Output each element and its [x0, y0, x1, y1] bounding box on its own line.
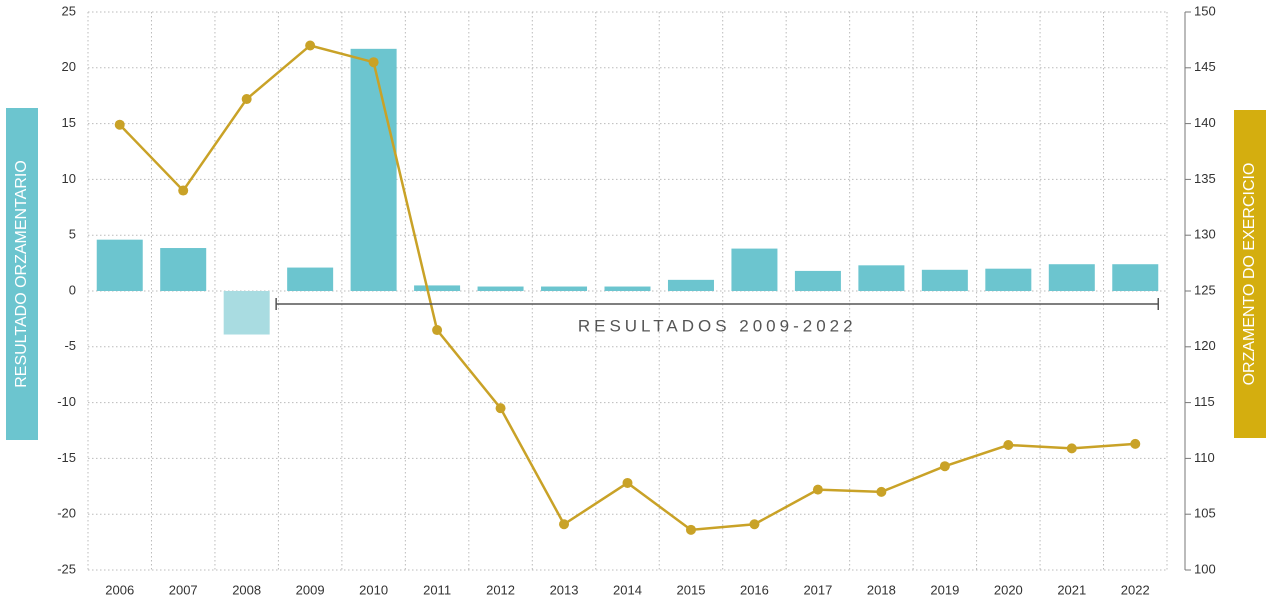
- point: [749, 519, 760, 530]
- point: [876, 486, 887, 497]
- bar: [414, 285, 461, 291]
- y-tick-label: -5: [64, 338, 76, 353]
- x-tick-label: 2019: [930, 582, 959, 597]
- y-tick-label: -10: [57, 394, 76, 409]
- y-tick-label: 10: [62, 171, 76, 186]
- bar: [667, 279, 714, 291]
- bar: [541, 286, 588, 291]
- point: [812, 484, 823, 495]
- point: [622, 477, 633, 488]
- point: [1003, 440, 1014, 451]
- y2-tick-label: 105: [1194, 506, 1216, 521]
- bar: [1048, 264, 1095, 291]
- point: [685, 524, 696, 535]
- x-tick-label: 2009: [296, 582, 325, 597]
- point: [1130, 438, 1141, 449]
- y-tick-label: 25: [62, 3, 76, 18]
- bar: [223, 291, 270, 335]
- x-tick-label: 2007: [169, 582, 198, 597]
- point: [241, 94, 252, 105]
- y-tick-label: 15: [62, 115, 76, 130]
- bar: [1112, 264, 1159, 291]
- y2-axis-label: ORZAMENTO DO EXERCICIO: [1241, 163, 1258, 386]
- y2-label-box: [1234, 110, 1266, 438]
- point: [939, 461, 950, 472]
- y2-tick-label: 110: [1194, 450, 1215, 465]
- x-tick-label: 2011: [423, 582, 451, 597]
- y2-tick-label: 115: [1194, 394, 1215, 409]
- x-tick-label: 2022: [1121, 582, 1150, 597]
- point: [1066, 443, 1077, 454]
- annotation: RESULTADOS 2009-2022: [578, 316, 857, 335]
- point: [559, 519, 570, 530]
- y2-tick-label: 150: [1194, 3, 1216, 18]
- bar: [604, 286, 651, 291]
- x-tick-label: 2021: [1057, 582, 1086, 597]
- bar: [287, 267, 334, 291]
- y-tick-label: -20: [57, 506, 76, 521]
- y2-tick-label: 135: [1194, 171, 1216, 186]
- point: [305, 40, 316, 51]
- x-tick-label: 2010: [359, 582, 388, 597]
- x-tick-label: 2017: [803, 582, 832, 597]
- bar: [350, 48, 397, 291]
- y-tick-label: 20: [62, 59, 76, 74]
- bar: [794, 270, 841, 291]
- x-tick-label: 2018: [867, 582, 896, 597]
- x-tick-label: 2012: [486, 582, 515, 597]
- y-tick-label: -15: [57, 450, 76, 465]
- bar: [921, 269, 968, 291]
- y2-tick-label: 130: [1194, 227, 1216, 242]
- bar: [160, 248, 207, 291]
- y2-tick-label: 125: [1194, 282, 1216, 297]
- y-tick-label: 5: [69, 227, 76, 242]
- point: [432, 325, 443, 336]
- point: [178, 185, 189, 196]
- x-tick-label: 2008: [232, 582, 261, 597]
- bar: [96, 239, 143, 291]
- point: [495, 403, 506, 414]
- y2-tick-label: 100: [1194, 561, 1216, 576]
- y-label-box: [6, 108, 38, 440]
- y2-tick-label: 120: [1194, 338, 1216, 353]
- y-axis-label: RESULTADO ORZAMENTARIO: [13, 160, 30, 388]
- y2-tick-label: 140: [1194, 115, 1216, 130]
- x-tick-label: 2006: [105, 582, 134, 597]
- y-tick-label: 0: [69, 282, 76, 297]
- x-tick-label: 2014: [613, 582, 642, 597]
- bar: [731, 248, 778, 291]
- x-tick-label: 2020: [994, 582, 1023, 597]
- point: [368, 57, 379, 68]
- bar: [858, 265, 905, 291]
- bar: [477, 286, 524, 291]
- bar: [985, 268, 1032, 291]
- point: [114, 119, 125, 130]
- x-tick-label: 2015: [677, 582, 706, 597]
- y2-tick-label: 145: [1194, 59, 1216, 74]
- x-tick-label: 2016: [740, 582, 769, 597]
- y-tick-label: -25: [57, 561, 76, 576]
- x-tick-label: 2013: [550, 582, 579, 597]
